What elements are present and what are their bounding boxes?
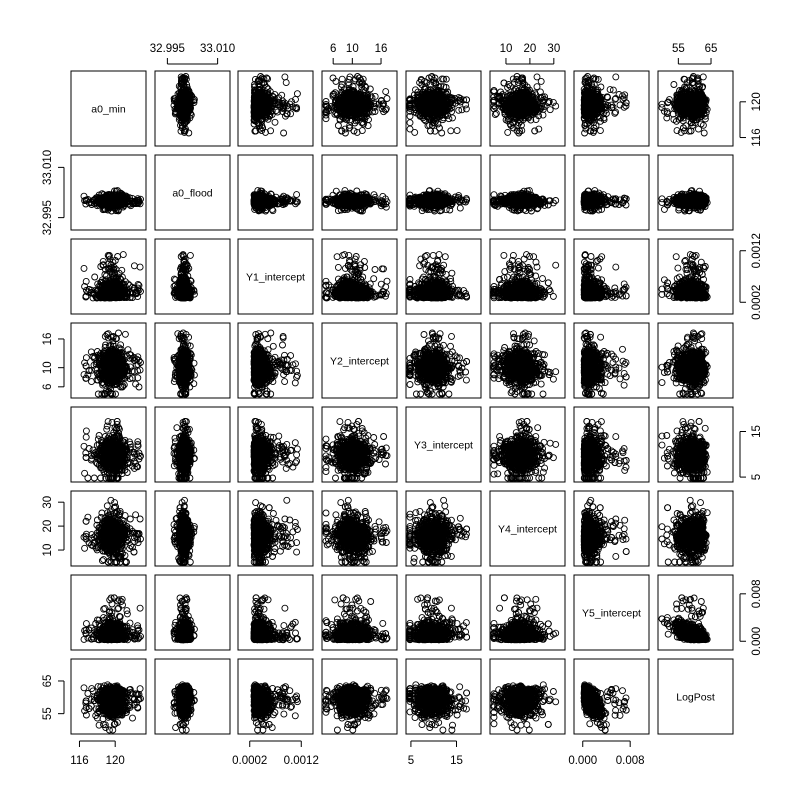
panel-points-1-6 <box>491 74 559 137</box>
panel-points-1-4 <box>323 74 390 137</box>
data-point <box>283 80 289 86</box>
panel-points-1-5 <box>407 74 470 137</box>
data-point <box>281 130 287 136</box>
panel-points-1-3 <box>251 74 300 137</box>
data-point <box>448 128 454 134</box>
points-layer <box>81 74 710 734</box>
data-point <box>407 126 413 132</box>
panel-points-1-2 <box>171 74 197 137</box>
data-point <box>272 119 278 125</box>
data-point <box>436 125 442 131</box>
data-point <box>407 120 413 126</box>
data-point <box>505 129 511 135</box>
data-point <box>383 89 389 95</box>
data-point <box>282 74 288 80</box>
data-point <box>454 128 460 134</box>
data-point <box>359 128 365 134</box>
data-point <box>323 116 329 122</box>
data-point <box>428 128 434 134</box>
data-point <box>294 91 300 97</box>
